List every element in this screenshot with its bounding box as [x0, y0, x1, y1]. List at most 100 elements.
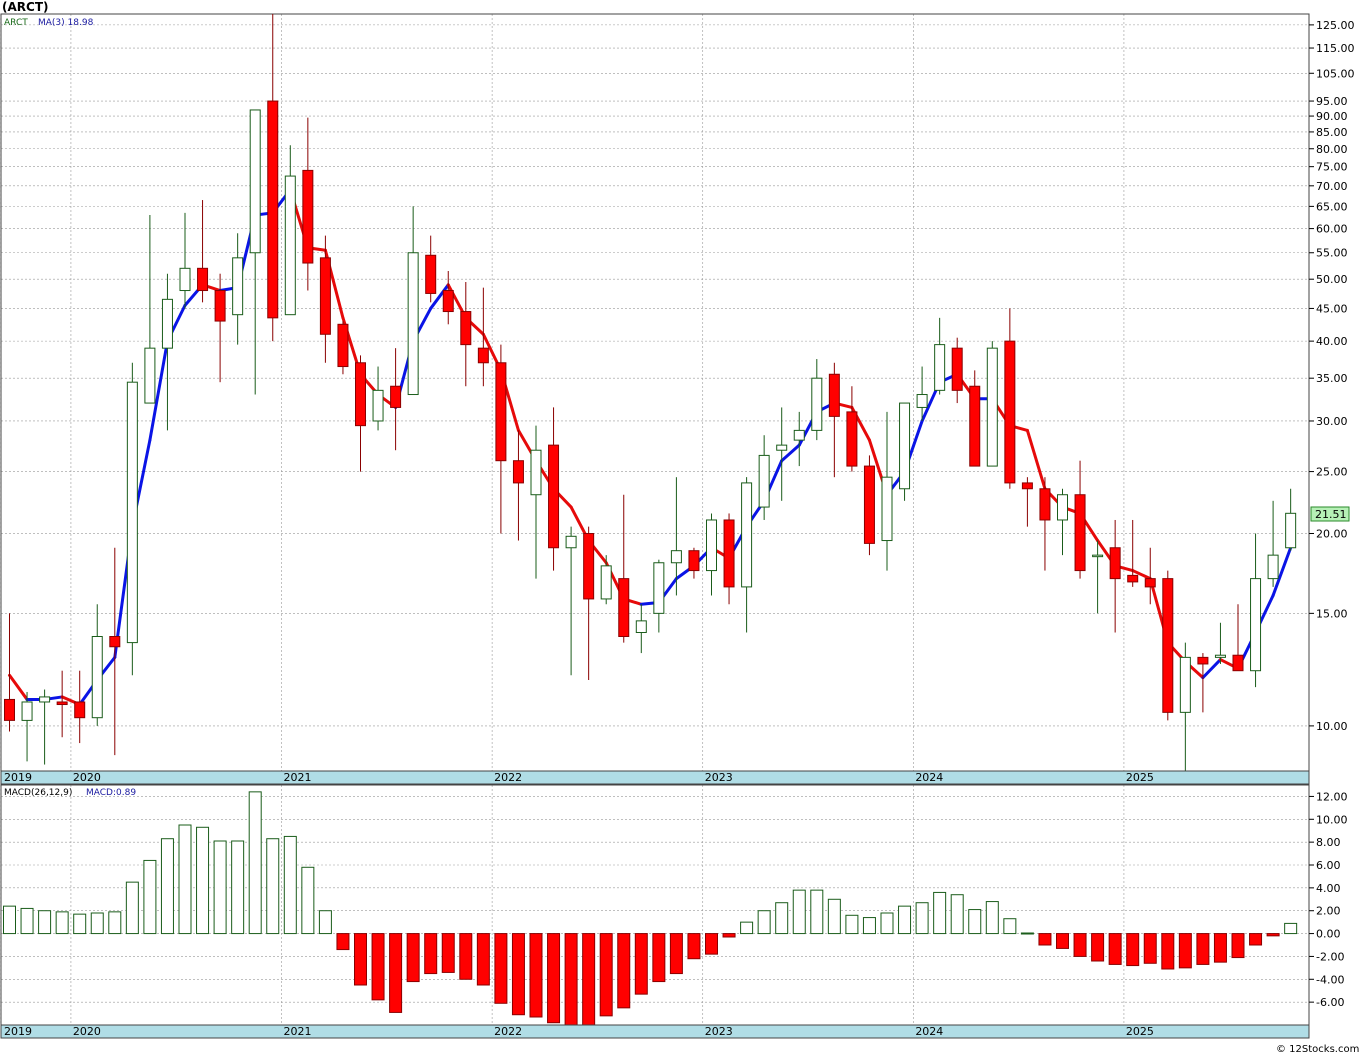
candle-body — [916, 394, 928, 408]
ma-segment — [1025, 428, 1047, 491]
candle-body — [758, 454, 770, 508]
price-y-tick-label: 125.00 — [1316, 19, 1355, 32]
macd-bar — [564, 933, 578, 1026]
macd-y-tick-label: 12.00 — [1316, 790, 1348, 803]
candle-body — [355, 362, 366, 427]
candle-body — [1039, 488, 1051, 521]
candle-body — [793, 429, 805, 441]
price-x-tick-label: 2019 — [4, 771, 32, 784]
macd-bar — [1073, 933, 1087, 957]
macd-bar — [722, 933, 736, 938]
macd-y-tick-label: 6.00 — [1316, 859, 1341, 872]
macd-bar — [90, 912, 104, 935]
legend-ma: MA(3) 18.98 — [38, 18, 94, 28]
candle-body — [899, 402, 911, 490]
candle-body — [1057, 494, 1068, 521]
candle-body — [39, 696, 51, 703]
candle-body — [846, 411, 858, 467]
macd-x-tick-label: 2020 — [73, 1025, 101, 1038]
macd-bar — [1231, 933, 1245, 959]
last-price-box — [1310, 506, 1350, 522]
candle-body — [828, 373, 840, 417]
macd-bar — [1249, 933, 1263, 946]
macd-bar — [810, 889, 824, 935]
macd-bar — [20, 907, 34, 935]
macd-y-tick-label: -4.00 — [1316, 973, 1344, 986]
price-legend: ARCT MA(3) 18.98 — [4, 18, 94, 28]
candle-body — [197, 267, 209, 292]
candle-body — [249, 109, 261, 254]
candle-body — [21, 701, 33, 721]
price-y-tick-label: 25.00 — [1316, 466, 1348, 479]
candle-body — [811, 377, 823, 431]
price-y-axis: 10.00 15.00 20.00 25.00 30.00 35.00 40.00 45.00… — [1309, 19, 1355, 733]
macd-bar — [424, 933, 438, 975]
macd-bar — [599, 933, 613, 1017]
macd-bar — [687, 933, 701, 960]
price-y-tick-label: 10.00 — [1316, 720, 1348, 733]
legend-macd-params: MACD(26,12,9) — [4, 788, 72, 798]
macd-bar — [125, 881, 139, 935]
macd-bar — [547, 933, 561, 1024]
macd-x-tick-label: 2024 — [915, 1025, 943, 1038]
macd-bar — [862, 917, 876, 935]
macd-bar — [178, 824, 192, 935]
symbol-label: (ARCT) — [2, 0, 49, 14]
macd-x-tick-label: 2021 — [284, 1025, 312, 1038]
macd-bar — [1213, 933, 1227, 963]
price-y-tick-label: 80.00 — [1316, 143, 1348, 156]
candle-body — [1232, 654, 1244, 672]
candle-body — [1179, 656, 1191, 713]
ma-segment — [8, 673, 29, 701]
candle-body — [56, 701, 68, 706]
candle-body — [583, 533, 595, 600]
macd-bar — [213, 840, 227, 935]
macd-bar — [3, 905, 16, 935]
macd-x-tick-label: 2019 — [4, 1025, 32, 1038]
macd-bar — [1003, 918, 1017, 935]
price-y-tick-label: 30.00 — [1316, 415, 1348, 428]
macd-bar — [38, 910, 52, 935]
macd-bar — [160, 838, 174, 935]
candle-body — [179, 267, 191, 292]
macd-bar — [231, 840, 245, 935]
candle-body — [302, 169, 314, 264]
price-y-tick-label: 60.00 — [1316, 223, 1348, 236]
candle-body — [723, 519, 735, 588]
macd-legend: MACD(26,12,9) MACD:0.89 — [4, 788, 136, 798]
candle-body — [109, 636, 121, 648]
candle-body — [1214, 654, 1226, 658]
candle-body — [776, 444, 788, 451]
price-y-tick-label: 65.00 — [1316, 200, 1348, 213]
macd-y-axis: -6.00 -4.00 -2.00 0.00 2.00 4.00 6.00 8.00 10.00… — [1309, 790, 1348, 1009]
candle-body — [126, 381, 138, 644]
candle-body — [477, 347, 489, 364]
price-y-tick-label: 45.00 — [1316, 302, 1348, 315]
candle-body — [267, 100, 279, 319]
candle-body — [934, 344, 946, 391]
candle-body — [951, 347, 963, 391]
candle-body — [881, 476, 893, 542]
legend-macd-value: MACD:0.89 — [86, 788, 136, 798]
price-y-tick-label: 90.00 — [1316, 110, 1348, 123]
macd-bar — [634, 933, 648, 995]
macd-x-tick-label: 2025 — [1126, 1025, 1154, 1038]
macd-bar — [582, 933, 596, 1027]
macd-y-tick-label: 4.00 — [1316, 882, 1341, 895]
macd-y-tick-label: -2.00 — [1316, 950, 1344, 963]
macd-bars — [3, 791, 1298, 1027]
credit: © 12Stocks.com — [1276, 1044, 1359, 1055]
price-y-tick-label: 75.00 — [1316, 161, 1348, 174]
candle-body — [372, 389, 384, 422]
macd-bar — [1108, 933, 1122, 965]
macd-bar — [1091, 933, 1105, 962]
candle-body — [161, 298, 173, 349]
candle-body — [390, 385, 402, 408]
macd-bar — [792, 889, 806, 935]
candle-body — [1109, 547, 1121, 580]
candle-body — [741, 482, 753, 588]
candles — [4, 14, 1297, 771]
macd-bar — [985, 901, 999, 935]
